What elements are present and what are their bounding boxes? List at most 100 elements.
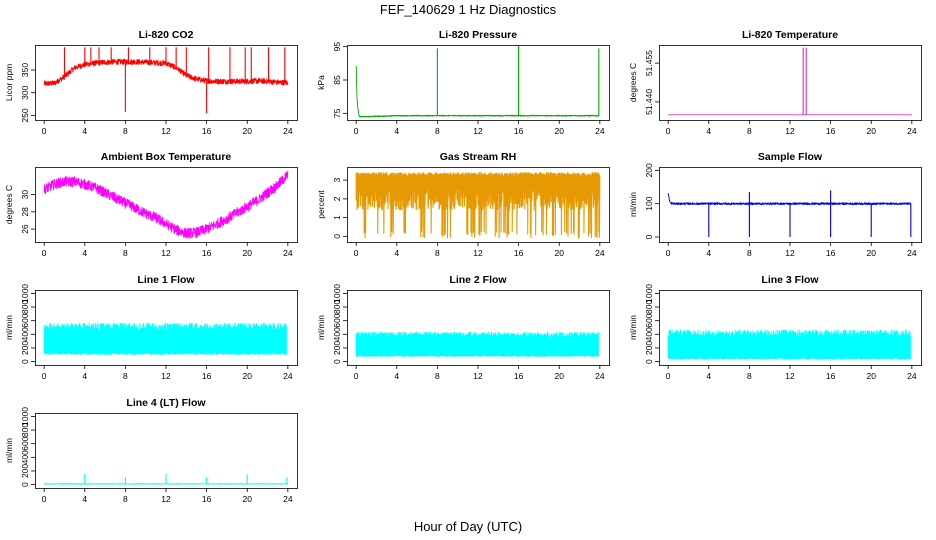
plot-series bbox=[668, 47, 912, 116]
plot-frame bbox=[659, 45, 922, 121]
x-tick-label: 20 bbox=[242, 494, 252, 504]
y-tick-label: 800 bbox=[332, 300, 342, 314]
y-axis-label: ml/min bbox=[4, 315, 14, 340]
plot-series bbox=[667, 329, 911, 360]
y-tick-label: 100 bbox=[644, 196, 654, 210]
x-tick-label: 12 bbox=[473, 248, 483, 258]
panel-title: Li-820 Temperature bbox=[742, 29, 838, 41]
x-tick-label: 24 bbox=[595, 371, 605, 381]
y-tick-label: 200 bbox=[20, 464, 30, 478]
x-tick-label: 16 bbox=[202, 371, 212, 381]
x-tick-label: 4 bbox=[706, 126, 711, 136]
x-tick-label: 16 bbox=[202, 248, 212, 258]
chart-panel: Ambient Box Temperature 0 4 8 12 16 20 24 26 28 30… bbox=[4, 151, 298, 258]
x-tick-label: 4 bbox=[394, 248, 399, 258]
y-axis-label: percent bbox=[316, 190, 326, 219]
y-tick-label: 200 bbox=[332, 341, 342, 355]
plot-frame bbox=[659, 167, 922, 243]
x-tick-label: 4 bbox=[706, 371, 711, 381]
y-tick-label: 51.455 bbox=[644, 50, 654, 76]
x-tick-label: 16 bbox=[514, 126, 524, 136]
y-axis-label: ml/min bbox=[628, 315, 638, 340]
series-line bbox=[43, 483, 289, 485]
panel-title: Gas Stream RH bbox=[440, 151, 516, 163]
panel-title: Line 2 Flow bbox=[449, 274, 507, 286]
chart-panel: Li-820 Pressure 0 4 8 12 16 20 24 75 85 95 kPa bbox=[316, 29, 610, 136]
y-tick-label: 200 bbox=[20, 341, 30, 355]
x-tick-label: 24 bbox=[595, 248, 605, 258]
x-tick-label: 0 bbox=[42, 494, 47, 504]
y-tick-label: 600 bbox=[644, 313, 654, 327]
y-tick-label: 51.440 bbox=[644, 89, 654, 115]
panel-title: Li-820 Pressure bbox=[439, 29, 517, 41]
plot-series bbox=[43, 473, 289, 485]
y-tick-label: 28 bbox=[20, 207, 30, 217]
plot-series bbox=[355, 331, 599, 357]
x-tick-label: 12 bbox=[161, 494, 171, 504]
y-tick-label: 26 bbox=[20, 224, 30, 234]
plot-series bbox=[43, 47, 289, 114]
y-tick-label: 400 bbox=[332, 327, 342, 341]
panel-title: Line 4 (LT) Flow bbox=[126, 397, 206, 409]
x-tick-label: 0 bbox=[354, 248, 359, 258]
x-tick-label: 20 bbox=[866, 126, 876, 136]
x-tick-label: 0 bbox=[354, 126, 359, 136]
x-tick-label: 0 bbox=[42, 126, 47, 136]
plot-series bbox=[355, 45, 600, 118]
y-tick-label: 1 bbox=[332, 215, 342, 220]
x-tick-label: 8 bbox=[747, 126, 752, 136]
y-tick-label: 3 bbox=[332, 177, 342, 182]
y-tick-label: 0 bbox=[20, 482, 30, 487]
plot-frame bbox=[35, 45, 298, 121]
y-tick-label: 400 bbox=[644, 327, 654, 341]
y-tick-label: 300 bbox=[20, 85, 30, 99]
plot-series bbox=[355, 172, 601, 239]
y-axis-label: ml/min bbox=[4, 438, 14, 463]
panel-title: Line 3 Flow bbox=[761, 274, 819, 286]
panel-title: Sample Flow bbox=[758, 151, 823, 163]
x-tick-label: 12 bbox=[161, 248, 171, 258]
panel-title: Ambient Box Temperature bbox=[101, 151, 232, 163]
x-tick-label: 16 bbox=[826, 248, 836, 258]
y-tick-label: 30 bbox=[20, 190, 30, 200]
x-tick-label: 24 bbox=[283, 371, 293, 381]
chart-panel: Li-820 CO2 0 4 8 12 16 20 24 250 300 350 Licor ppm bbox=[4, 29, 298, 136]
y-axis-label: degrees C bbox=[4, 185, 14, 224]
y-axis-label: kPa bbox=[316, 75, 326, 90]
x-tick-label: 4 bbox=[82, 248, 87, 258]
y-tick-label: 200 bbox=[644, 163, 654, 177]
plot-frame bbox=[35, 413, 298, 489]
y-tick-label: 600 bbox=[20, 436, 30, 450]
x-tick-label: 24 bbox=[907, 248, 917, 258]
plot-series bbox=[43, 170, 289, 239]
x-tick-label: 24 bbox=[907, 126, 917, 136]
y-tick-label: 0 bbox=[644, 234, 654, 239]
y-tick-label: 2 bbox=[332, 196, 342, 201]
chart-panel: Sample Flow 0 4 8 12 16 20 24 0 100 200 ml/min bbox=[628, 151, 922, 258]
x-tick-label: 20 bbox=[866, 248, 876, 258]
plot-frame bbox=[659, 290, 922, 366]
x-tick-label: 0 bbox=[666, 371, 671, 381]
chart-panel: Line 4 (LT) Flow 0 4 8 12 16 20 24 0 200400600800… bbox=[4, 397, 298, 504]
y-tick-label: 1000 bbox=[332, 284, 342, 303]
x-tick-label: 0 bbox=[42, 248, 47, 258]
x-tick-label: 4 bbox=[82, 371, 87, 381]
y-tick-label: 600 bbox=[332, 313, 342, 327]
y-tick-label: 0 bbox=[20, 359, 30, 364]
y-tick-label: 800 bbox=[644, 300, 654, 314]
y-tick-label: 800 bbox=[20, 423, 30, 437]
x-tick-label: 12 bbox=[785, 371, 795, 381]
x-tick-label: 0 bbox=[666, 248, 671, 258]
plot-series bbox=[667, 190, 912, 237]
x-tick-label: 20 bbox=[242, 248, 252, 258]
x-tick-label: 20 bbox=[554, 371, 564, 381]
x-tick-label: 4 bbox=[82, 494, 87, 504]
y-axis-label: degrees C bbox=[628, 63, 638, 102]
plot-frame bbox=[347, 167, 610, 243]
y-axis-label: ml/min bbox=[628, 192, 638, 217]
plot-frame bbox=[347, 45, 610, 121]
plot-frame bbox=[35, 167, 298, 243]
figure-title: FEF_140629 1 Hz Diagnostics bbox=[380, 2, 557, 17]
